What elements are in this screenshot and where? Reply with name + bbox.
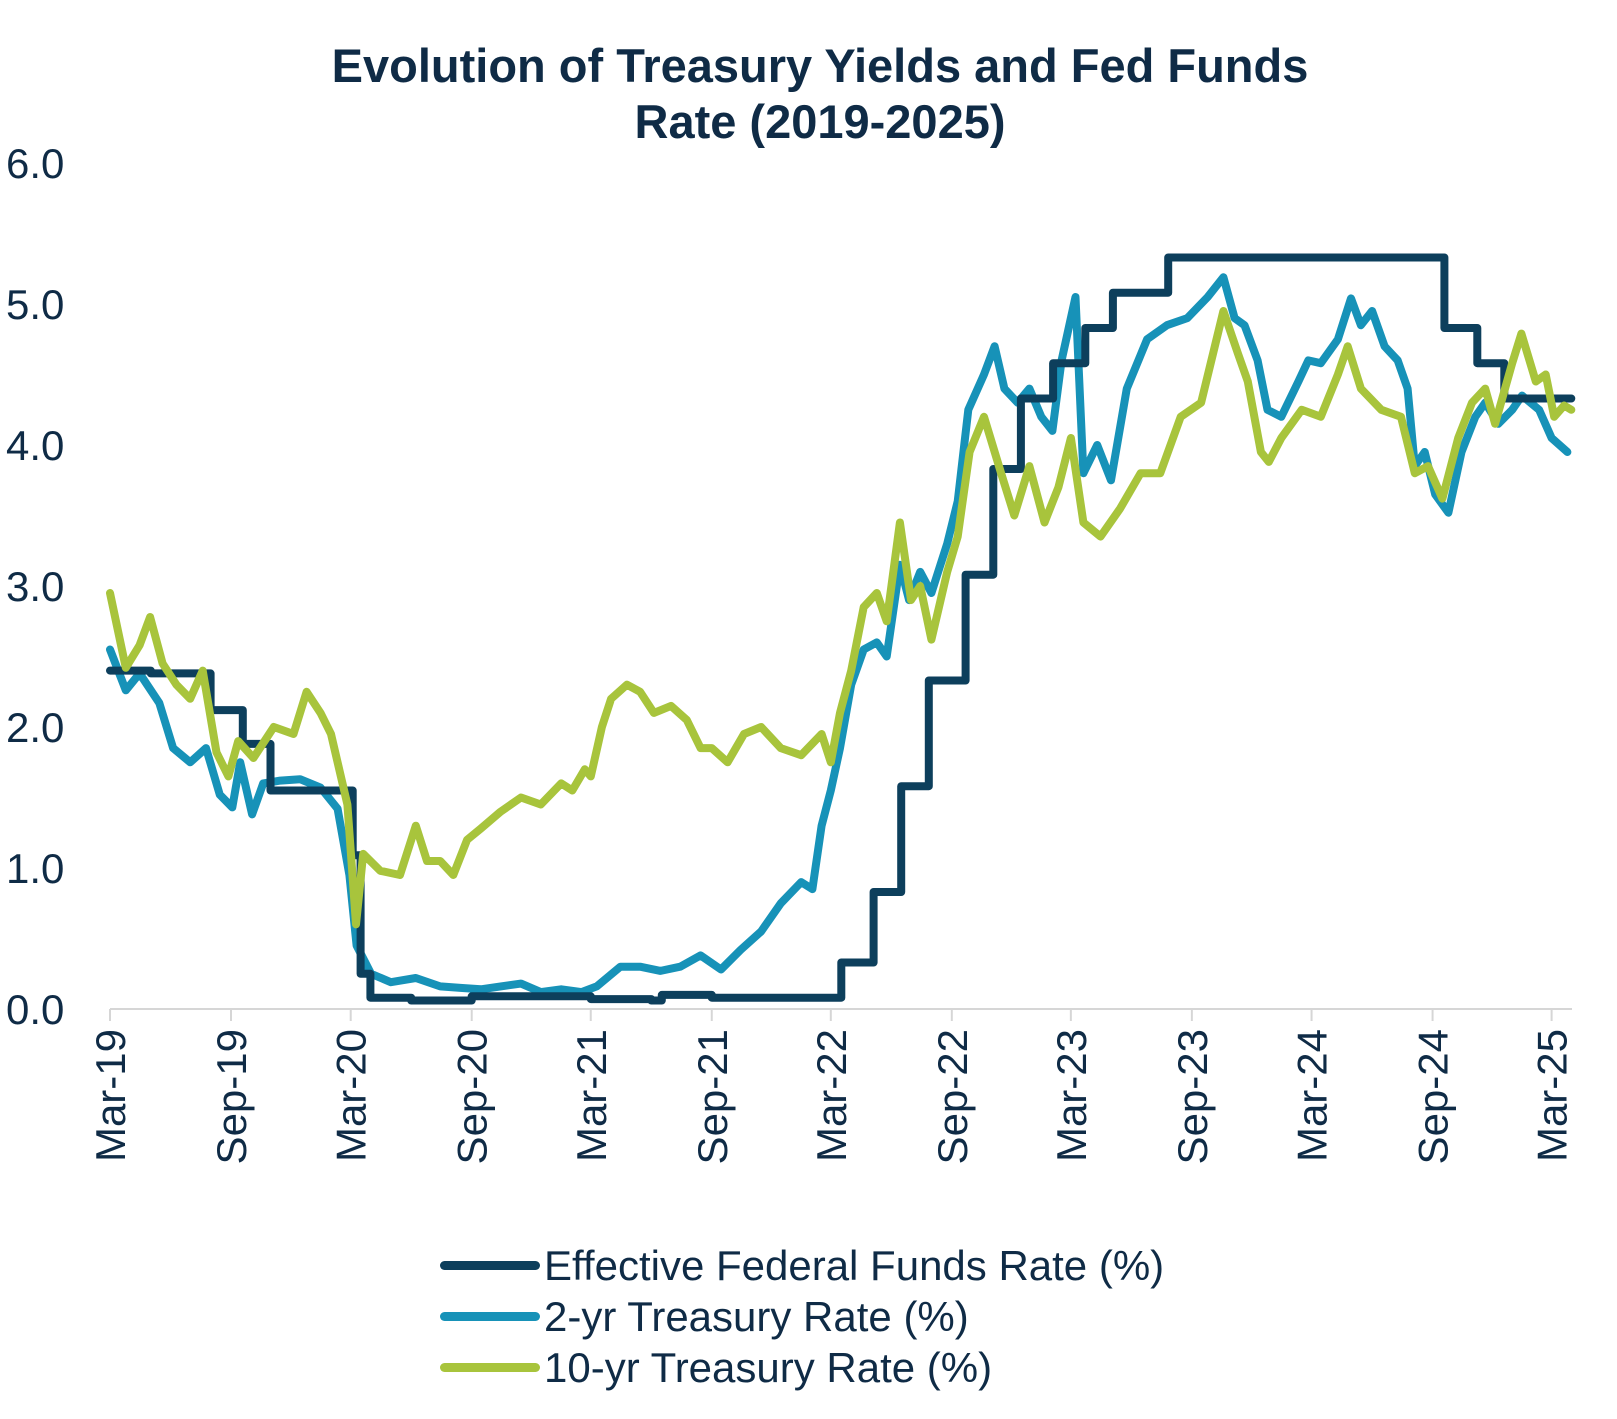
x-tick-label: Sep-21 <box>689 1029 736 1164</box>
x-tick-label: Sep-23 <box>1169 1029 1216 1164</box>
x-tick-label: Mar-24 <box>1289 1029 1336 1162</box>
legend-item-10yr: 10-yr Treasury Rate (%) <box>440 1342 1164 1393</box>
x-tick-label: Sep-22 <box>929 1029 976 1164</box>
x-tick-label: Mar-21 <box>568 1029 615 1162</box>
legend: Effective Federal Funds Rate (%) 2-yr Tr… <box>440 1240 1164 1393</box>
y-tick-label: 5.0 <box>6 281 64 328</box>
legend-swatch-2yr <box>440 1312 540 1321</box>
legend-item-effr: Effective Federal Funds Rate (%) <box>440 1240 1164 1291</box>
y-tick-label: 4.0 <box>6 422 64 469</box>
x-tick-label: Mar-20 <box>328 1029 375 1162</box>
series-line-10yr <box>106 307 1576 929</box>
x-axis: Mar-19 Sep-19 Mar-20 Sep-20 Mar-21 Sep-21 Mar-… <box>87 1008 1576 1164</box>
legend-label-10yr: 10-yr Treasury Rate (%) <box>544 1343 993 1391</box>
legend-label-effr: Effective Federal Funds Rate (%) <box>544 1241 1165 1289</box>
legend-label-2yr: 2-yr Treasury Rate (%) <box>544 1292 969 1340</box>
y-tick-label: 0.0 <box>6 986 64 1033</box>
series-lines <box>106 253 1576 1005</box>
x-tick-label: Mar-19 <box>87 1029 134 1162</box>
x-tick-label: Mar-25 <box>1529 1029 1576 1162</box>
series-line-effr <box>106 253 1576 1005</box>
y-tick-label: 2.0 <box>6 704 64 751</box>
legend-swatch-10yr <box>440 1363 540 1372</box>
y-tick-label: 3.0 <box>6 563 64 610</box>
y-tick-label: 1.0 <box>6 845 64 892</box>
chart-title-line-2: Rate (2019-2025) <box>634 95 1006 148</box>
x-tick-label: Sep-20 <box>449 1029 496 1164</box>
chart-title-line-1: Evolution of Treasury Yields and Fed Fun… <box>331 39 1309 92</box>
legend-swatch-effr <box>440 1261 540 1270</box>
y-axis-tick-labels: 0.0 1.0 2.0 3.0 4.0 5.0 6.0 <box>6 140 64 1033</box>
x-tick-label: Sep-24 <box>1410 1029 1457 1164</box>
legend-item-2yr: 2-yr Treasury Rate (%) <box>440 1291 1164 1342</box>
y-tick-label: 6.0 <box>6 140 64 187</box>
x-tick-label: Sep-19 <box>208 1029 255 1164</box>
x-tick-label: Mar-22 <box>808 1029 855 1162</box>
series-line-2yr <box>106 273 1572 997</box>
x-tick-label: Mar-23 <box>1048 1029 1095 1162</box>
chart-title: Evolution of Treasury Yields and Fed Fun… <box>0 38 1617 150</box>
